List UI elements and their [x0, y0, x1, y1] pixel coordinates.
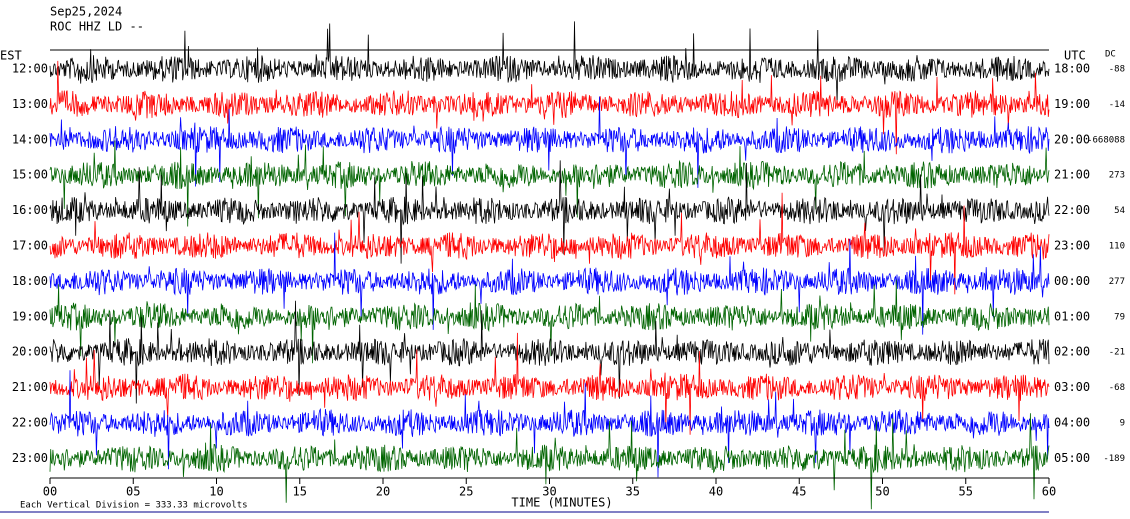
- dc-value: -68: [1109, 383, 1125, 393]
- x-tick-label: 55: [959, 485, 973, 499]
- est-label: 20:00: [12, 345, 48, 359]
- x-tick-label: 45: [792, 485, 806, 499]
- seismic-trace: [49, 232, 1050, 335]
- station-label: ROC HHZ LD --: [50, 20, 144, 34]
- est-label: 23:00: [12, 451, 48, 465]
- utc-label: 01:00: [1054, 309, 1090, 323]
- dc-value: -668088: [1087, 135, 1125, 145]
- dc-value: 110: [1109, 242, 1125, 252]
- seismic-trace: [49, 60, 1050, 155]
- est-label: 18:00: [12, 274, 48, 288]
- est-label: 21:00: [12, 380, 48, 394]
- est-label: 22:00: [12, 416, 48, 430]
- seismic-trace: [49, 96, 1050, 188]
- seismic-trace: [49, 140, 1050, 227]
- x-tick-label: 10: [209, 485, 223, 499]
- seismic-trace: [49, 370, 1050, 478]
- est-label: 12:00: [12, 62, 48, 76]
- x-tick-label: 25: [459, 485, 473, 499]
- x-tick-label: 60: [1042, 485, 1056, 499]
- dc-value: -189: [1103, 454, 1125, 464]
- utc-label: 02:00: [1054, 345, 1090, 359]
- utc-label: 00:00: [1054, 274, 1090, 288]
- date-title: Sep25,2024: [50, 5, 122, 19]
- utc-label: 20:00: [1054, 132, 1090, 146]
- est-label: 19:00: [12, 309, 48, 323]
- right-axis-label: UTC: [1064, 49, 1086, 63]
- est-label: 17:00: [12, 239, 48, 253]
- est-label: 14:00: [12, 132, 48, 146]
- traces: [49, 21, 1050, 510]
- utc-label: 23:00: [1054, 239, 1090, 253]
- dc-value: 273: [1109, 171, 1125, 181]
- dc-value: 54: [1114, 206, 1125, 216]
- utc-label: 19:00: [1054, 97, 1090, 111]
- dc-value: 9: [1120, 419, 1125, 429]
- utc-label: 04:00: [1054, 416, 1090, 430]
- x-tick-label: 30: [542, 485, 556, 499]
- x-tick-label: 00: [43, 485, 57, 499]
- left-axis-label: EST: [0, 49, 22, 63]
- dc-value: -14: [1109, 100, 1125, 110]
- est-label: 16:00: [12, 203, 48, 217]
- seismic-trace: [49, 332, 1050, 435]
- utc-label: 22:00: [1054, 203, 1090, 217]
- seismic-trace: [49, 21, 1050, 103]
- x-tick-label: 50: [875, 485, 889, 499]
- seismic-trace: [49, 192, 1050, 295]
- utc-label: 03:00: [1054, 380, 1090, 394]
- x-tick-label: 15: [293, 485, 307, 499]
- dc-label: DC: [1105, 50, 1116, 60]
- utc-label: 18:00: [1054, 62, 1090, 76]
- seismic-trace: [49, 300, 1050, 404]
- est-label: 15:00: [12, 168, 48, 182]
- footer: Each Vertical Division = 333.33 microvol…: [20, 501, 248, 511]
- x-tick-label: 05: [126, 485, 140, 499]
- est-label: 13:00: [12, 97, 48, 111]
- x-tick-label: 20: [376, 485, 390, 499]
- dc-value: 79: [1114, 312, 1125, 322]
- seismic-trace: [49, 160, 1050, 264]
- dc-value: -21: [1109, 348, 1125, 358]
- dc-value: -88: [1109, 65, 1125, 75]
- x-tick-label: 35: [626, 485, 640, 499]
- x-axis-title: TIME (MINUTES): [511, 496, 612, 510]
- x-tick-label: 40: [709, 485, 723, 499]
- dc-value: 277: [1109, 277, 1125, 287]
- utc-label: 21:00: [1054, 168, 1090, 182]
- seismic-trace: [49, 413, 1050, 510]
- utc-label: 05:00: [1054, 451, 1090, 465]
- seismic-trace: [49, 279, 1050, 364]
